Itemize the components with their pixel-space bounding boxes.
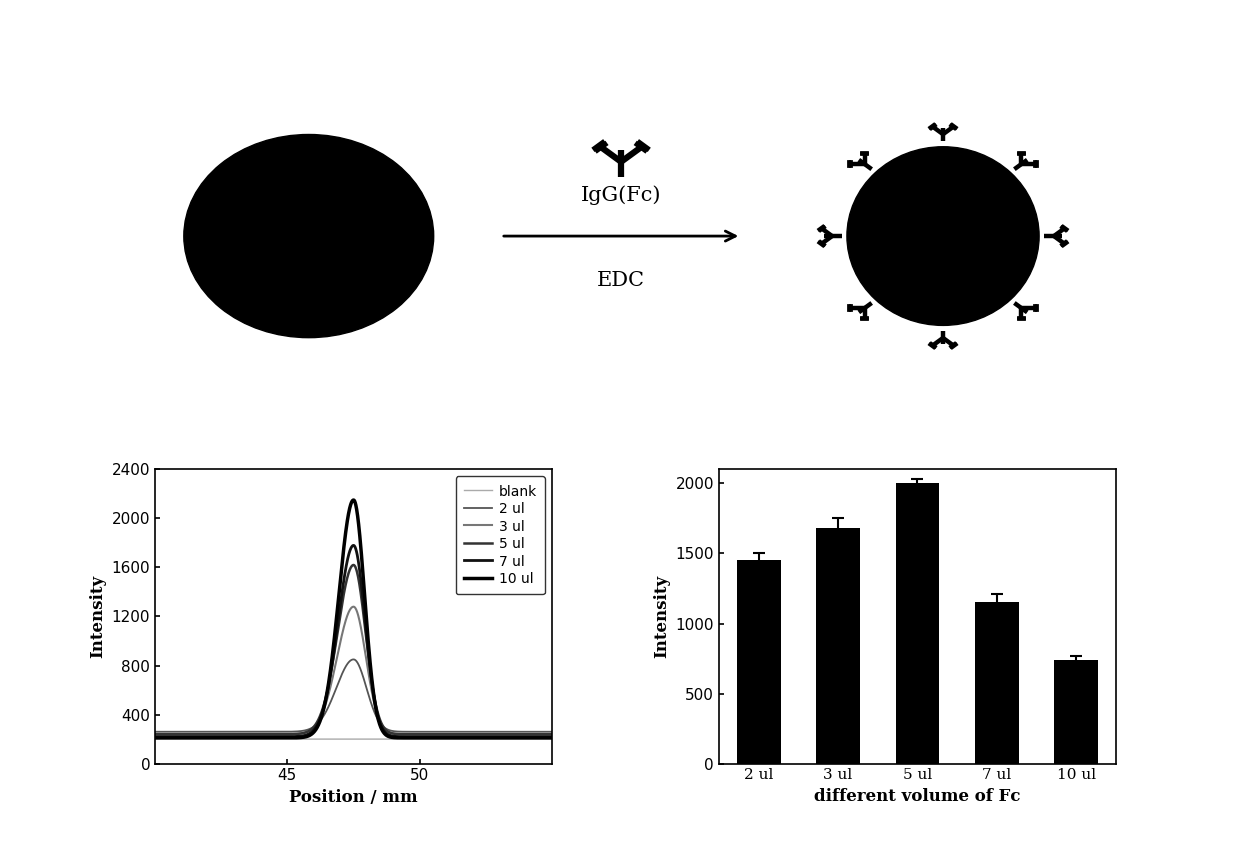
2 ul [460, 727, 475, 737]
Line: 5 ul: 5 ul [155, 565, 552, 734]
blank [341, 734, 356, 744]
7 ul [346, 541, 361, 551]
3 ul [533, 729, 548, 740]
Ellipse shape [847, 147, 1039, 325]
7 ul [533, 732, 548, 742]
Line: 3 ul: 3 ul [155, 607, 552, 734]
3 ul [167, 729, 182, 740]
7 ul [167, 732, 182, 742]
5 ul [330, 627, 345, 637]
3 ul [148, 729, 162, 740]
Bar [737, 560, 781, 764]
2 ul [544, 727, 559, 737]
Bar [816, 529, 859, 764]
Bar [975, 602, 1018, 764]
10 ul [533, 733, 548, 743]
Bar [895, 483, 939, 764]
10 ul [341, 511, 356, 522]
2 ul [346, 655, 361, 665]
Ellipse shape [184, 135, 434, 338]
5 ul [544, 729, 559, 740]
Legend: blank, 2 ul, 3 ul, 5 ul, 7 ul, 10 ul: blank, 2 ul, 3 ul, 5 ul, 7 ul, 10 ul [455, 476, 546, 595]
5 ul [533, 729, 548, 740]
10 ul [167, 733, 182, 743]
Line: 10 ul: 10 ul [155, 500, 552, 738]
5 ul [346, 560, 361, 571]
5 ul [167, 729, 182, 740]
10 ul [330, 602, 345, 613]
Line: 7 ul: 7 ul [155, 546, 552, 737]
3 ul [341, 608, 356, 619]
3 ul [544, 729, 559, 740]
blank [533, 734, 548, 744]
5 ul [460, 729, 475, 740]
7 ul [460, 732, 475, 742]
3 ul [346, 601, 361, 612]
5 ul [341, 570, 356, 580]
blank [330, 734, 345, 744]
blank [148, 734, 162, 744]
Text: EDC: EDC [598, 271, 645, 290]
Y-axis label: Intensity: Intensity [89, 575, 105, 658]
7 ul [341, 552, 356, 562]
2 ul [148, 727, 162, 737]
7 ul [148, 732, 162, 742]
2 ul [341, 658, 356, 668]
blank [533, 734, 548, 744]
10 ul [460, 733, 475, 743]
blank [544, 734, 559, 744]
2 ul [330, 680, 345, 690]
Text: IgG(Fc): IgG(Fc) [580, 184, 661, 204]
2 ul [533, 727, 548, 737]
7 ul [533, 732, 548, 742]
Bar [1054, 660, 1097, 764]
10 ul [533, 733, 548, 743]
Y-axis label: Intensity: Intensity [653, 575, 670, 658]
Line: 2 ul: 2 ul [155, 660, 552, 732]
10 ul [346, 495, 361, 505]
5 ul [148, 729, 162, 740]
2 ul [167, 727, 182, 737]
5 ul [533, 729, 548, 740]
7 ul [330, 620, 345, 631]
X-axis label: Position / mm: Position / mm [289, 789, 418, 806]
10 ul [148, 733, 162, 743]
X-axis label: different volume of Fc: different volume of Fc [815, 788, 1021, 805]
10 ul [544, 733, 559, 743]
2 ul [533, 727, 548, 737]
3 ul [533, 729, 548, 740]
3 ul [330, 650, 345, 660]
3 ul [460, 729, 475, 740]
7 ul [544, 732, 559, 742]
blank [167, 734, 182, 744]
blank [460, 734, 475, 744]
